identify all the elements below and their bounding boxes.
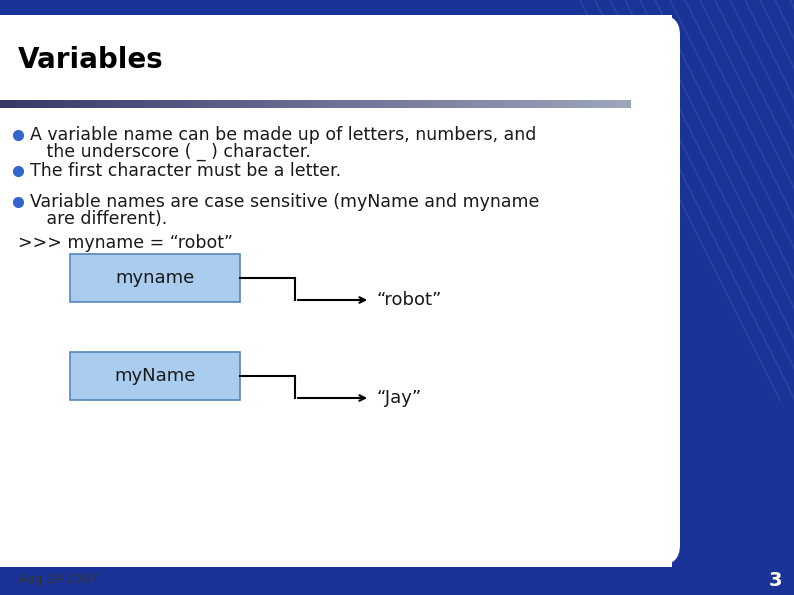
Bar <box>79 100 95 108</box>
Bar <box>48 100 64 108</box>
Bar <box>346 100 363 108</box>
Bar <box>299 100 315 108</box>
Bar <box>189 100 206 108</box>
Bar <box>488 100 504 108</box>
Bar <box>157 100 174 108</box>
Bar <box>615 100 630 108</box>
Bar <box>63 100 79 108</box>
Bar <box>410 100 426 108</box>
Bar <box>32 100 48 108</box>
Bar <box>362 100 379 108</box>
FancyBboxPatch shape <box>0 15 672 567</box>
Text: “robot”: “robot” <box>376 291 441 309</box>
Text: 3: 3 <box>769 571 782 590</box>
FancyBboxPatch shape <box>70 254 240 302</box>
Text: “Jay”: “Jay” <box>376 389 422 407</box>
Text: A variable name can be made up of letters, numbers, and: A variable name can be made up of letter… <box>30 126 537 144</box>
Bar <box>268 100 284 108</box>
Bar <box>16 100 32 108</box>
Bar <box>520 100 536 108</box>
Bar <box>0 15 672 105</box>
Bar <box>457 100 473 108</box>
Bar <box>472 100 489 108</box>
FancyBboxPatch shape <box>0 15 680 565</box>
Text: myname: myname <box>115 269 195 287</box>
Bar <box>583 100 599 108</box>
Bar <box>0 15 30 567</box>
Bar <box>142 100 158 108</box>
Text: are different).: are different). <box>30 210 168 228</box>
Bar <box>0 537 672 567</box>
Bar <box>599 100 615 108</box>
Bar <box>173 100 190 108</box>
Bar <box>426 100 441 108</box>
Bar <box>221 100 237 108</box>
Text: The first character must be a letter.: The first character must be a letter. <box>30 162 341 180</box>
Bar <box>378 100 395 108</box>
Bar <box>535 100 552 108</box>
Text: myName: myName <box>114 367 195 385</box>
Text: the underscore ( _ ) character.: the underscore ( _ ) character. <box>30 143 311 161</box>
FancyBboxPatch shape <box>70 352 240 400</box>
Bar <box>126 100 142 108</box>
Text: >>> myname = “robot”: >>> myname = “robot” <box>18 234 233 252</box>
Text: Variables: Variables <box>18 46 164 74</box>
Bar <box>394 100 410 108</box>
Text: Variable names are case sensitive (myName and myname: Variable names are case sensitive (myNam… <box>30 193 539 211</box>
Bar <box>551 100 568 108</box>
Bar <box>110 100 126 108</box>
Bar <box>567 100 584 108</box>
Bar <box>0 100 16 108</box>
Bar <box>252 100 268 108</box>
Bar <box>441 100 457 108</box>
Bar <box>94 100 110 108</box>
Bar <box>205 100 221 108</box>
Bar <box>315 100 331 108</box>
Bar <box>331 100 347 108</box>
Bar <box>504 100 520 108</box>
Bar <box>237 100 252 108</box>
Bar <box>283 100 300 108</box>
Text: Aug 29 2007: Aug 29 2007 <box>18 574 98 587</box>
